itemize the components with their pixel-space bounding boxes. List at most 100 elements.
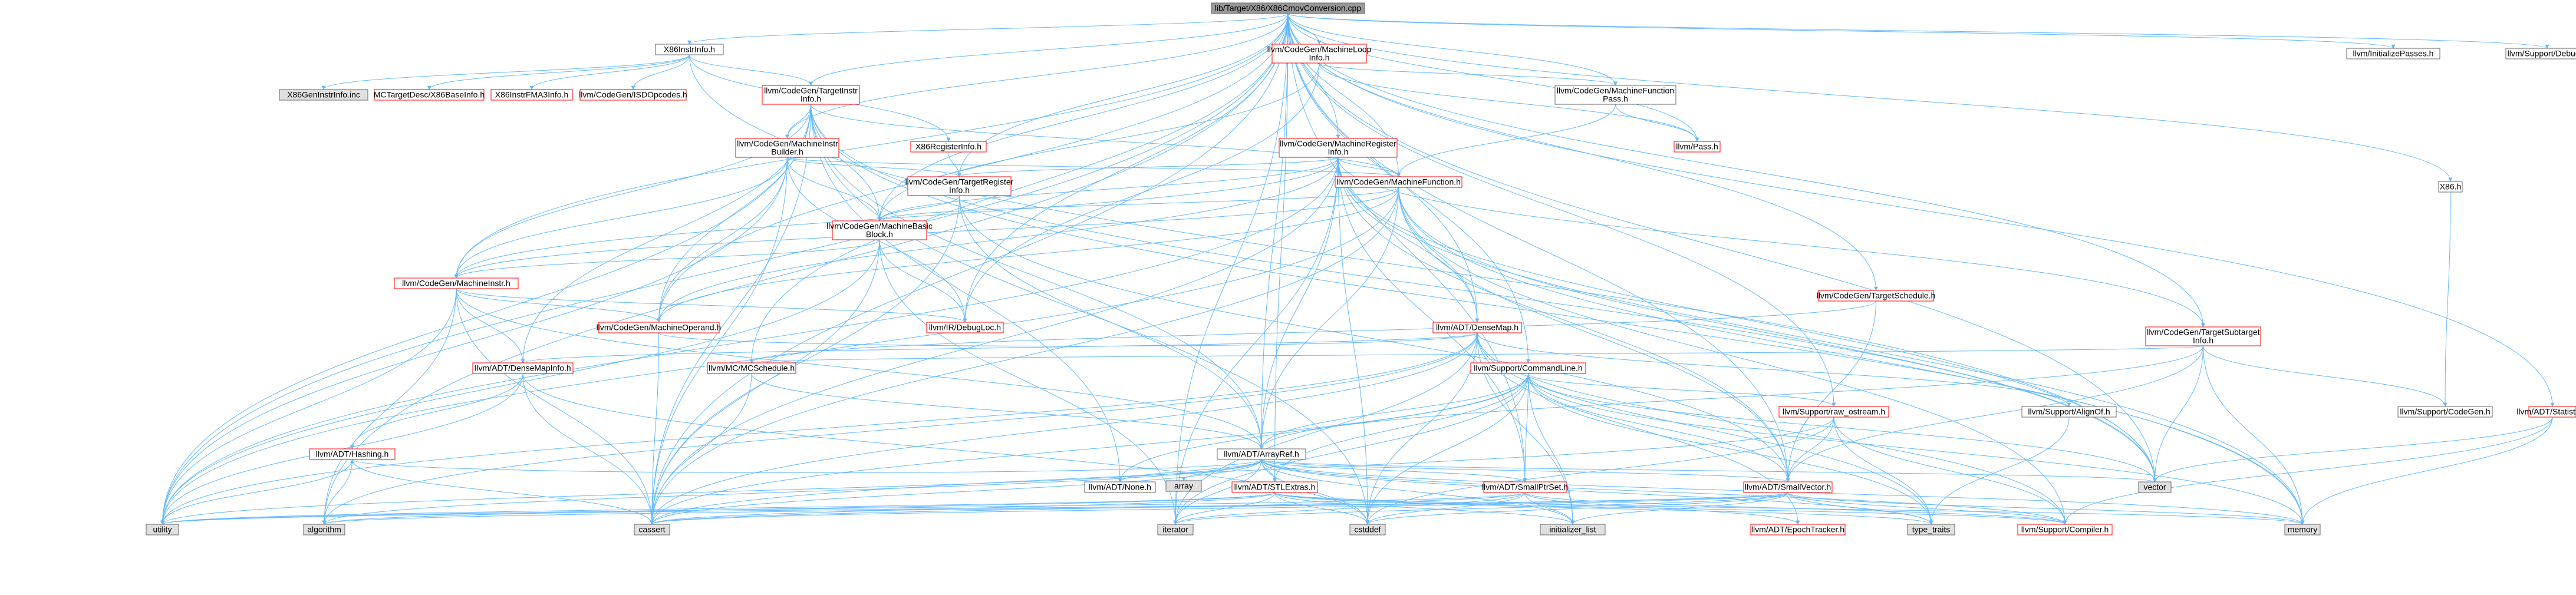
node-box [1349,524,1386,536]
edge-tsi-to-codegen [2203,345,2447,407]
node-pass[interactable]: llvm/Pass.h [1674,141,1721,153]
node-label: llvm/Pass.h [1676,142,1718,151]
edge-densemap-to-cstddef [1365,332,1478,525]
node-dmi[interactable]: llvm/ADT/DenseMapInfo.h [472,362,574,374]
node-codegen[interactable]: llvm/Support/CodeGen.h [2397,406,2493,418]
node-arrayref[interactable]: llvm/ADT/ArrayRef.h [1217,448,1306,460]
edge-stlextras-to-algorithm [322,492,1275,525]
node-label: llvm/Support/Debug.h [2508,49,2576,58]
node-label: Builder.h [771,147,803,157]
node-box [1907,524,1955,536]
edge-arrayref-to-cassert [650,459,1262,525]
edge-mrinfo-to-vector [1338,157,2157,482]
edge-mrinfo-to-cassert [650,157,1339,525]
edge-tii-to-memory [811,104,2305,525]
node-box [1818,290,1934,302]
edge-mi-to-algorithm [322,288,457,525]
node-statistic[interactable]: llvm/ADT/Statistic.h [2516,406,2576,418]
node-svector[interactable]: llvm/ADT/SmallVector.h [1743,481,1833,493]
node-mo[interactable]: llvm/CodeGen/MachineOperand.h [597,322,722,333]
edge-sptrset-to-initlist [1524,492,1575,525]
edge-cmdline-to-vector [1528,373,2157,482]
edge-tii-to-mf [811,104,1401,177]
node-box [490,89,573,101]
edge-tii-to-mi [454,104,811,279]
node-label: X86InstrFMA3Info.h [495,90,569,100]
node-box [762,85,860,105]
edge-arrayref-to-utility [160,459,1262,525]
node-mi[interactable]: llvm/CodeGen/MachineInstr.h [394,277,519,289]
node-label: Info.h [949,186,970,195]
node-label: llvm/MC/MCSchedule.h [709,363,795,373]
node-compiler[interactable]: llvm/Support/Compiler.h [2017,524,2113,536]
node-label: Pass.h [1603,94,1628,104]
edge-mrinfo-to-tri [957,157,1339,177]
node-epoch[interactable]: llvm/ADT/EpochTracker.h [1750,524,1846,536]
edge-tii-to-cstddef [811,104,1370,525]
node-box [1540,524,1606,536]
node-x86h[interactable]: X86.h [2438,181,2463,193]
node-mcsched[interactable]: llvm/MC/MCSchedule.h [707,362,796,374]
node-box [1674,141,1721,153]
edge-mbb-to-debugloc [879,239,967,323]
node-stlextras[interactable]: llvm/ADT/STLExtras.h [1231,481,1318,493]
node-x86reginfo[interactable]: X86RegisterInfo.h [910,141,987,153]
node-box [394,277,519,289]
edge-arrayref-to-sptrset [1261,459,1527,482]
node-label: cstddef [1354,525,1381,534]
node-x86instrinfo[interactable]: X86InstrInfo.h [655,44,724,55]
edge-mfp-to-pass [1615,104,1699,142]
edge-mo-to-densemap [658,332,1480,346]
edge-svector-to-cstddef [1365,492,1788,525]
node-alignof[interactable]: llvm/Support/AlignOf.h [2021,406,2117,418]
edge-mi-to-utility [160,288,457,525]
node-box [1743,481,1833,493]
edge-mib-to-mo [657,157,788,323]
node-densemap[interactable]: llvm/ADT/DenseMap.h [1432,322,1522,333]
node-label: type_traits [1912,525,1951,534]
edge-mbb-to-iterator [879,239,1178,525]
node-tsched[interactable]: llvm/CodeGen/TargetSchedule.h [1817,290,1936,302]
node-label: llvm/CodeGen/MachineRegister [1280,139,1396,148]
node-label: llvm/Support/CommandLine.h [1474,363,1582,373]
node-debug[interactable]: llvm/Support/Debug.h [2505,48,2576,60]
node-label: llvm/CodeGen/MachineInstr.h [402,279,510,288]
node-box [1279,138,1398,158]
node-sptrset[interactable]: llvm/ADT/SmallPtrSet.h [1482,481,1568,493]
node-mf[interactable]: llvm/CodeGen/MachineFunction.h [1335,176,1462,188]
node-label: llvm/CodeGen/MachineLoop [1267,45,1372,54]
edge-cmdline-to-svector [1528,373,1790,482]
edge-cmdline-to-arrayref [1259,373,1529,449]
node-cmdline[interactable]: llvm/Support/CommandLine.h [1470,362,1586,374]
node-debugloc[interactable]: llvm/IR/DebugLoc.h [926,322,1004,333]
edge-tii-to-none [811,104,1122,482]
edge-arrayref-to-algorithm [322,459,1262,525]
node-box [1231,481,1318,493]
node-genincinc: X86GenInstrInfo.inc [279,89,368,101]
node-initpasses[interactable]: llvm/InitializePasses.h [2346,48,2440,60]
node-label: llvm/CodeGen/TargetSubtarget [2146,328,2259,337]
edge-cmdline-to-rawos [1528,373,1836,407]
node-label: Info.h [1309,53,1329,62]
edge-x86instrinfo-to-tii [689,54,813,86]
edge-svector-to-iterator [1173,492,1788,525]
edge-svector-to-memory [1787,492,2305,525]
node-x86baseinfo[interactable]: MCTargetDesc/X86BaseInfo.h [374,89,485,101]
node-hashing[interactable]: llvm/ADT/Hashing.h [309,448,396,460]
node-label: llvm/ADT/ArrayRef.h [1224,449,1299,459]
node-x86fma[interactable]: X86InstrFMA3Info.h [490,89,573,101]
node-isdopc[interactable]: llvm/CodeGen/ISDOpcodes.h [579,89,687,101]
edge-mf-to-mi [454,187,1399,279]
node-rawos[interactable]: llvm/Support/raw_ostream.h [1778,406,1889,418]
node-none[interactable]: llvm/ADT/None.h [1084,481,1156,493]
node-label: llvm/CodeGen/TargetSchedule.h [1817,291,1936,300]
node-box [2284,524,2321,536]
